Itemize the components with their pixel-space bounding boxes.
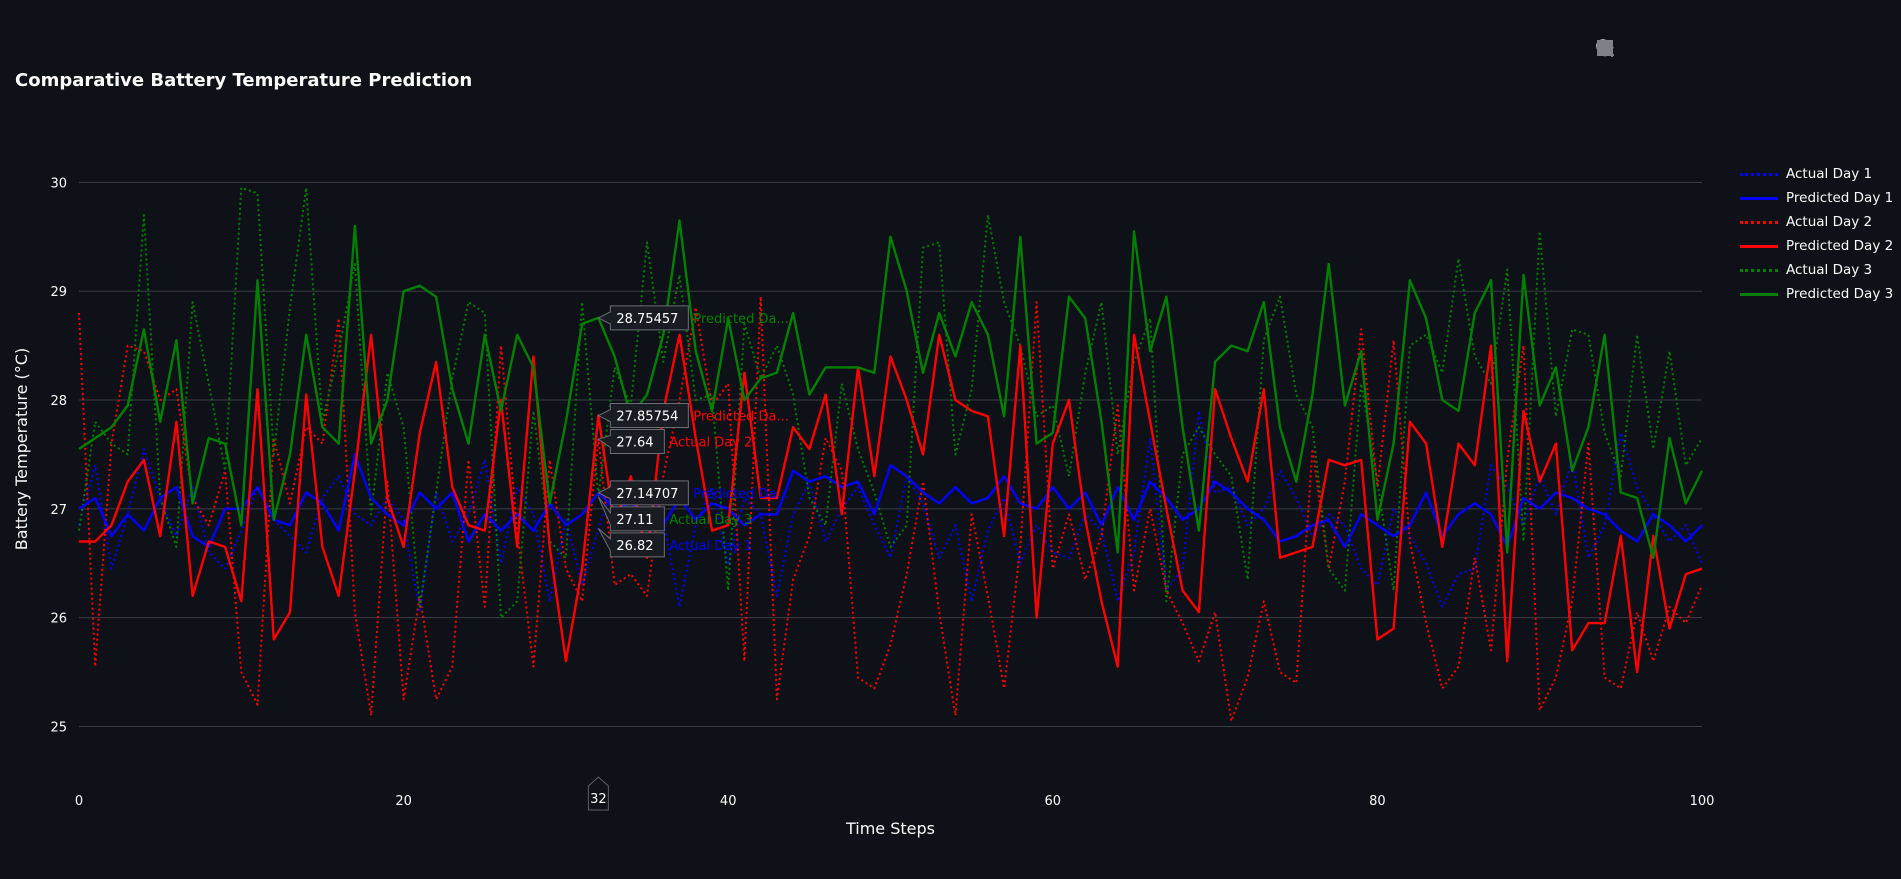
y-tick-label: 28 — [50, 394, 67, 409]
x-tick-label: 40 — [720, 794, 737, 809]
y-tick-labels: 25 26 27 28 29 30 — [50, 176, 67, 735]
legend-swatch — [1740, 292, 1778, 296]
legend-swatch — [1740, 268, 1778, 272]
legend-label: Actual Day 3 — [1786, 262, 1873, 278]
hover-label-name: Predicted Da... — [693, 312, 789, 327]
legend-item[interactable]: Predicted Day 1 — [1740, 186, 1893, 210]
x-tick-label: 60 — [1045, 794, 1062, 809]
hover-label: 27.64 Actual Day 2 — [597, 429, 752, 455]
y-tick-label: 27 — [50, 503, 67, 518]
legend-swatch — [1740, 244, 1778, 248]
series-lines — [78, 186, 1704, 722]
y-axis-title: Battery Temperature (°C) — [12, 348, 31, 550]
hover-label-value: 27.11 — [616, 513, 653, 528]
y-tick-label: 26 — [50, 612, 67, 627]
series-line-predicted-day-2[interactable] — [79, 333, 1703, 674]
legend-item[interactable]: Predicted Day 3 — [1740, 282, 1893, 306]
hover-label: 27.85754 Predicted Da... — [597, 403, 789, 429]
x-tick-label: 20 — [395, 794, 412, 809]
legend-item[interactable]: Predicted Day 2 — [1740, 234, 1893, 258]
hover-label: 26.82 Actual Day 1 — [597, 528, 752, 558]
hover-x-box — [587, 776, 609, 811]
legend-swatch — [1740, 220, 1778, 224]
legend-label: Actual Day 1 — [1786, 166, 1873, 182]
hover-label: 27.11 Actual Day 3 — [597, 496, 752, 532]
hover-label-value: 27.14707 — [616, 487, 678, 502]
legend-label: Predicted Day 1 — [1786, 190, 1894, 206]
hover-label-box — [597, 403, 689, 429]
hover-label-name: Predicted Da... — [693, 410, 789, 425]
legend-item[interactable]: Actual Day 2 — [1740, 210, 1893, 234]
legend-item[interactable]: Actual Day 1 — [1740, 162, 1893, 186]
hover-labels: 32 28.75457 Predicted Da... 27.85754 Predict… — [587, 305, 789, 811]
y-tick-label: 30 — [50, 176, 67, 191]
hover-label-name: Actual Day 1 — [669, 539, 752, 554]
x-tick-label: 80 — [1369, 794, 1386, 809]
y-tick-label: 25 — [50, 720, 67, 735]
hover-x-label: 32 — [590, 792, 607, 807]
series-line-actual-day-1[interactable] — [78, 409, 1703, 614]
hover-label-value: 26.82 — [616, 539, 653, 554]
legend-swatch — [1740, 196, 1778, 200]
hover-label-value: 27.64 — [616, 436, 653, 451]
series-line-actual-day-3[interactable] — [78, 186, 1703, 619]
x-axis-title: Time Steps — [845, 819, 935, 838]
series-line-actual-day-2[interactable] — [78, 295, 1703, 722]
hover-label-box — [597, 429, 665, 455]
legend-item[interactable]: Actual Day 3 — [1740, 258, 1893, 282]
hover-label-name: Actual Day 3 — [669, 513, 752, 528]
hover-label-value: 27.85754 — [616, 410, 678, 425]
hover-label-box — [597, 528, 665, 558]
hover-label-name: Actual Day 2 — [669, 436, 752, 451]
legend-swatch — [1740, 172, 1778, 176]
hover-label-name: Predicted Da... — [693, 487, 789, 502]
legend: Actual Day 1 Predicted Day 1 Actual Day 2 P… — [1740, 162, 1893, 306]
hover-label-value: 28.75457 — [616, 312, 678, 327]
hover-label: 28.75457 Predicted Da... — [597, 305, 789, 331]
x-tick-labels: 0 20 40 60 80 100 — [75, 794, 1715, 809]
x-tick-label: 0 — [75, 794, 83, 809]
hover-label-box — [597, 305, 689, 331]
hover-label: 27.14707 Predicted Da... — [597, 480, 789, 506]
modebar — [1595, 38, 1885, 58]
x-tick-label: 100 — [1690, 794, 1715, 809]
hover-label-box — [597, 496, 665, 532]
legend-label: Predicted Day 3 — [1786, 286, 1894, 302]
hover-label-box — [597, 480, 689, 506]
series-line-predicted-day-1[interactable] — [78, 453, 1703, 549]
series-line-predicted-day-3[interactable] — [78, 219, 1704, 559]
legend-label: Predicted Day 2 — [1786, 238, 1894, 254]
y-tick-label: 29 — [50, 285, 67, 300]
legend-label: Actual Day 2 — [1786, 214, 1873, 230]
chart-title: Comparative Battery Temperature Predicti… — [15, 70, 473, 91]
fullscreen-icon[interactable] — [1598, 38, 1885, 58]
